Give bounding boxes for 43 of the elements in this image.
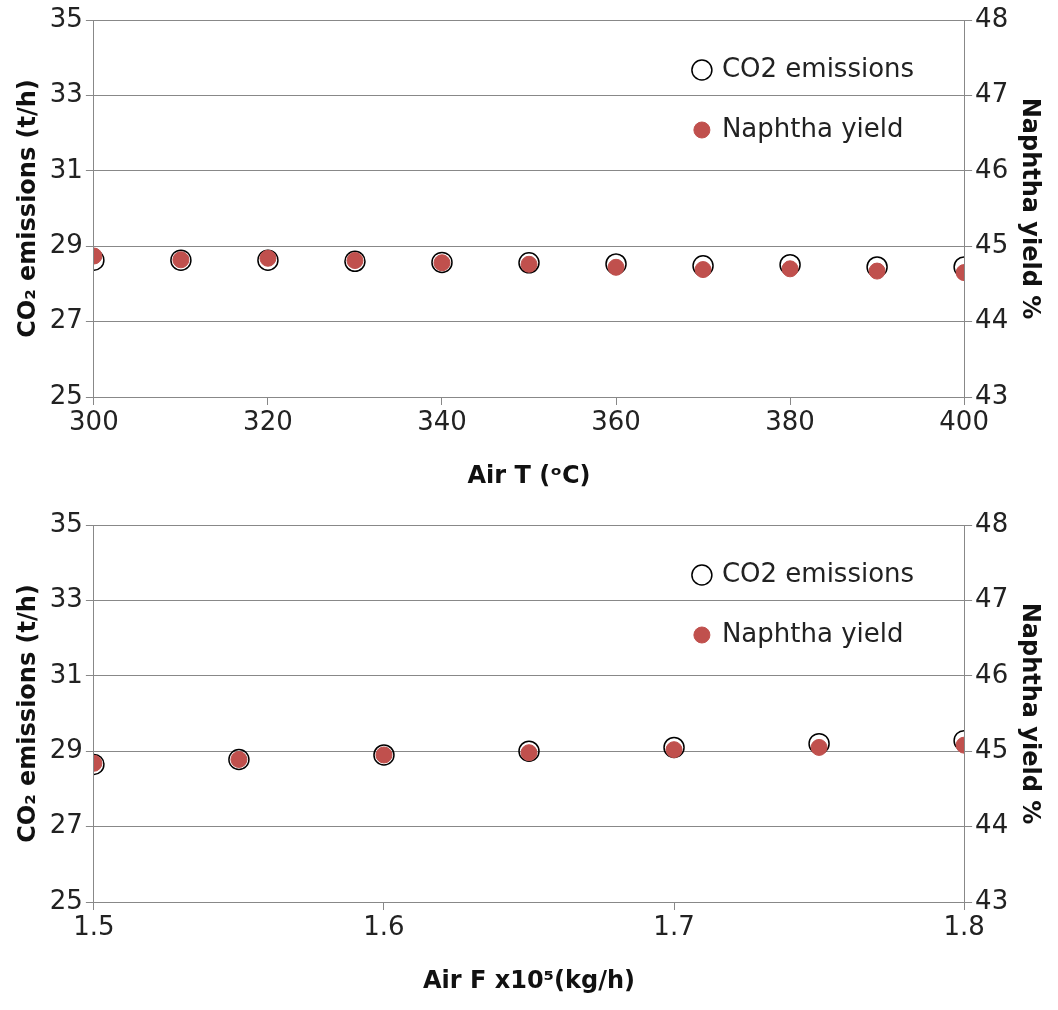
point — [810, 738, 828, 756]
point — [607, 258, 625, 276]
y-axis-title: CO₂ emissions (t/h) — [12, 584, 41, 843]
y-tick-label: 33 — [49, 583, 83, 614]
x-tick-label: 380 — [765, 406, 815, 437]
y-tick-label: 29 — [49, 228, 83, 259]
y-tick-label: 35 — [49, 507, 83, 538]
point — [663, 736, 685, 759]
y2-tick-label: 44 — [975, 304, 1009, 335]
point — [868, 262, 886, 280]
y2-tick-label: 44 — [975, 809, 1009, 840]
y-axis-title: CO₂ emissions (t/h) — [12, 79, 41, 338]
legend-label: CO2 emissions — [721, 52, 915, 83]
x-axis-title: Air F x10⁵(kg/h) — [422, 965, 636, 994]
y-tick-label: 33 — [49, 78, 83, 109]
legend-label: Naphtha yield — [721, 112, 904, 143]
legend-label: Naphtha yield — [721, 617, 904, 648]
x-tick-label: 320 — [243, 406, 293, 437]
x-tick-label: 360 — [591, 406, 641, 437]
x-axis-title: Air T (ᵒC) — [467, 460, 591, 489]
y-tick-label: 31 — [49, 153, 83, 184]
y2-tick-label: 45 — [975, 228, 1009, 259]
legend-label: CO2 emissions — [721, 557, 915, 588]
point — [781, 260, 799, 278]
y2-tick-label: 47 — [975, 583, 1009, 614]
y-tick-label: 27 — [49, 304, 83, 335]
y2-tick-label: 48 — [975, 507, 1009, 538]
y-tick-label: 29 — [49, 733, 83, 764]
x-tick-label: 340 — [417, 406, 467, 437]
y2-tick-label: 45 — [975, 733, 1009, 764]
point — [694, 261, 712, 279]
y2-tick-label: 48 — [975, 2, 1009, 33]
x-tick-label: 1.6 — [363, 911, 405, 942]
y-tick-label: 31 — [49, 658, 83, 689]
y2-tick-label: 46 — [975, 658, 1009, 689]
y-tick-label: 27 — [49, 809, 83, 840]
y2-tick-label: 47 — [975, 78, 1009, 109]
y2-tick-label: 46 — [975, 153, 1009, 184]
x-tick-label: 1.7 — [653, 911, 695, 942]
y2-axis-title: Naphtha yield % — [1017, 602, 1046, 825]
point — [605, 253, 627, 275]
y-tick-label: 35 — [49, 2, 83, 33]
y2-axis-title: Naphtha yield % — [1017, 97, 1046, 320]
